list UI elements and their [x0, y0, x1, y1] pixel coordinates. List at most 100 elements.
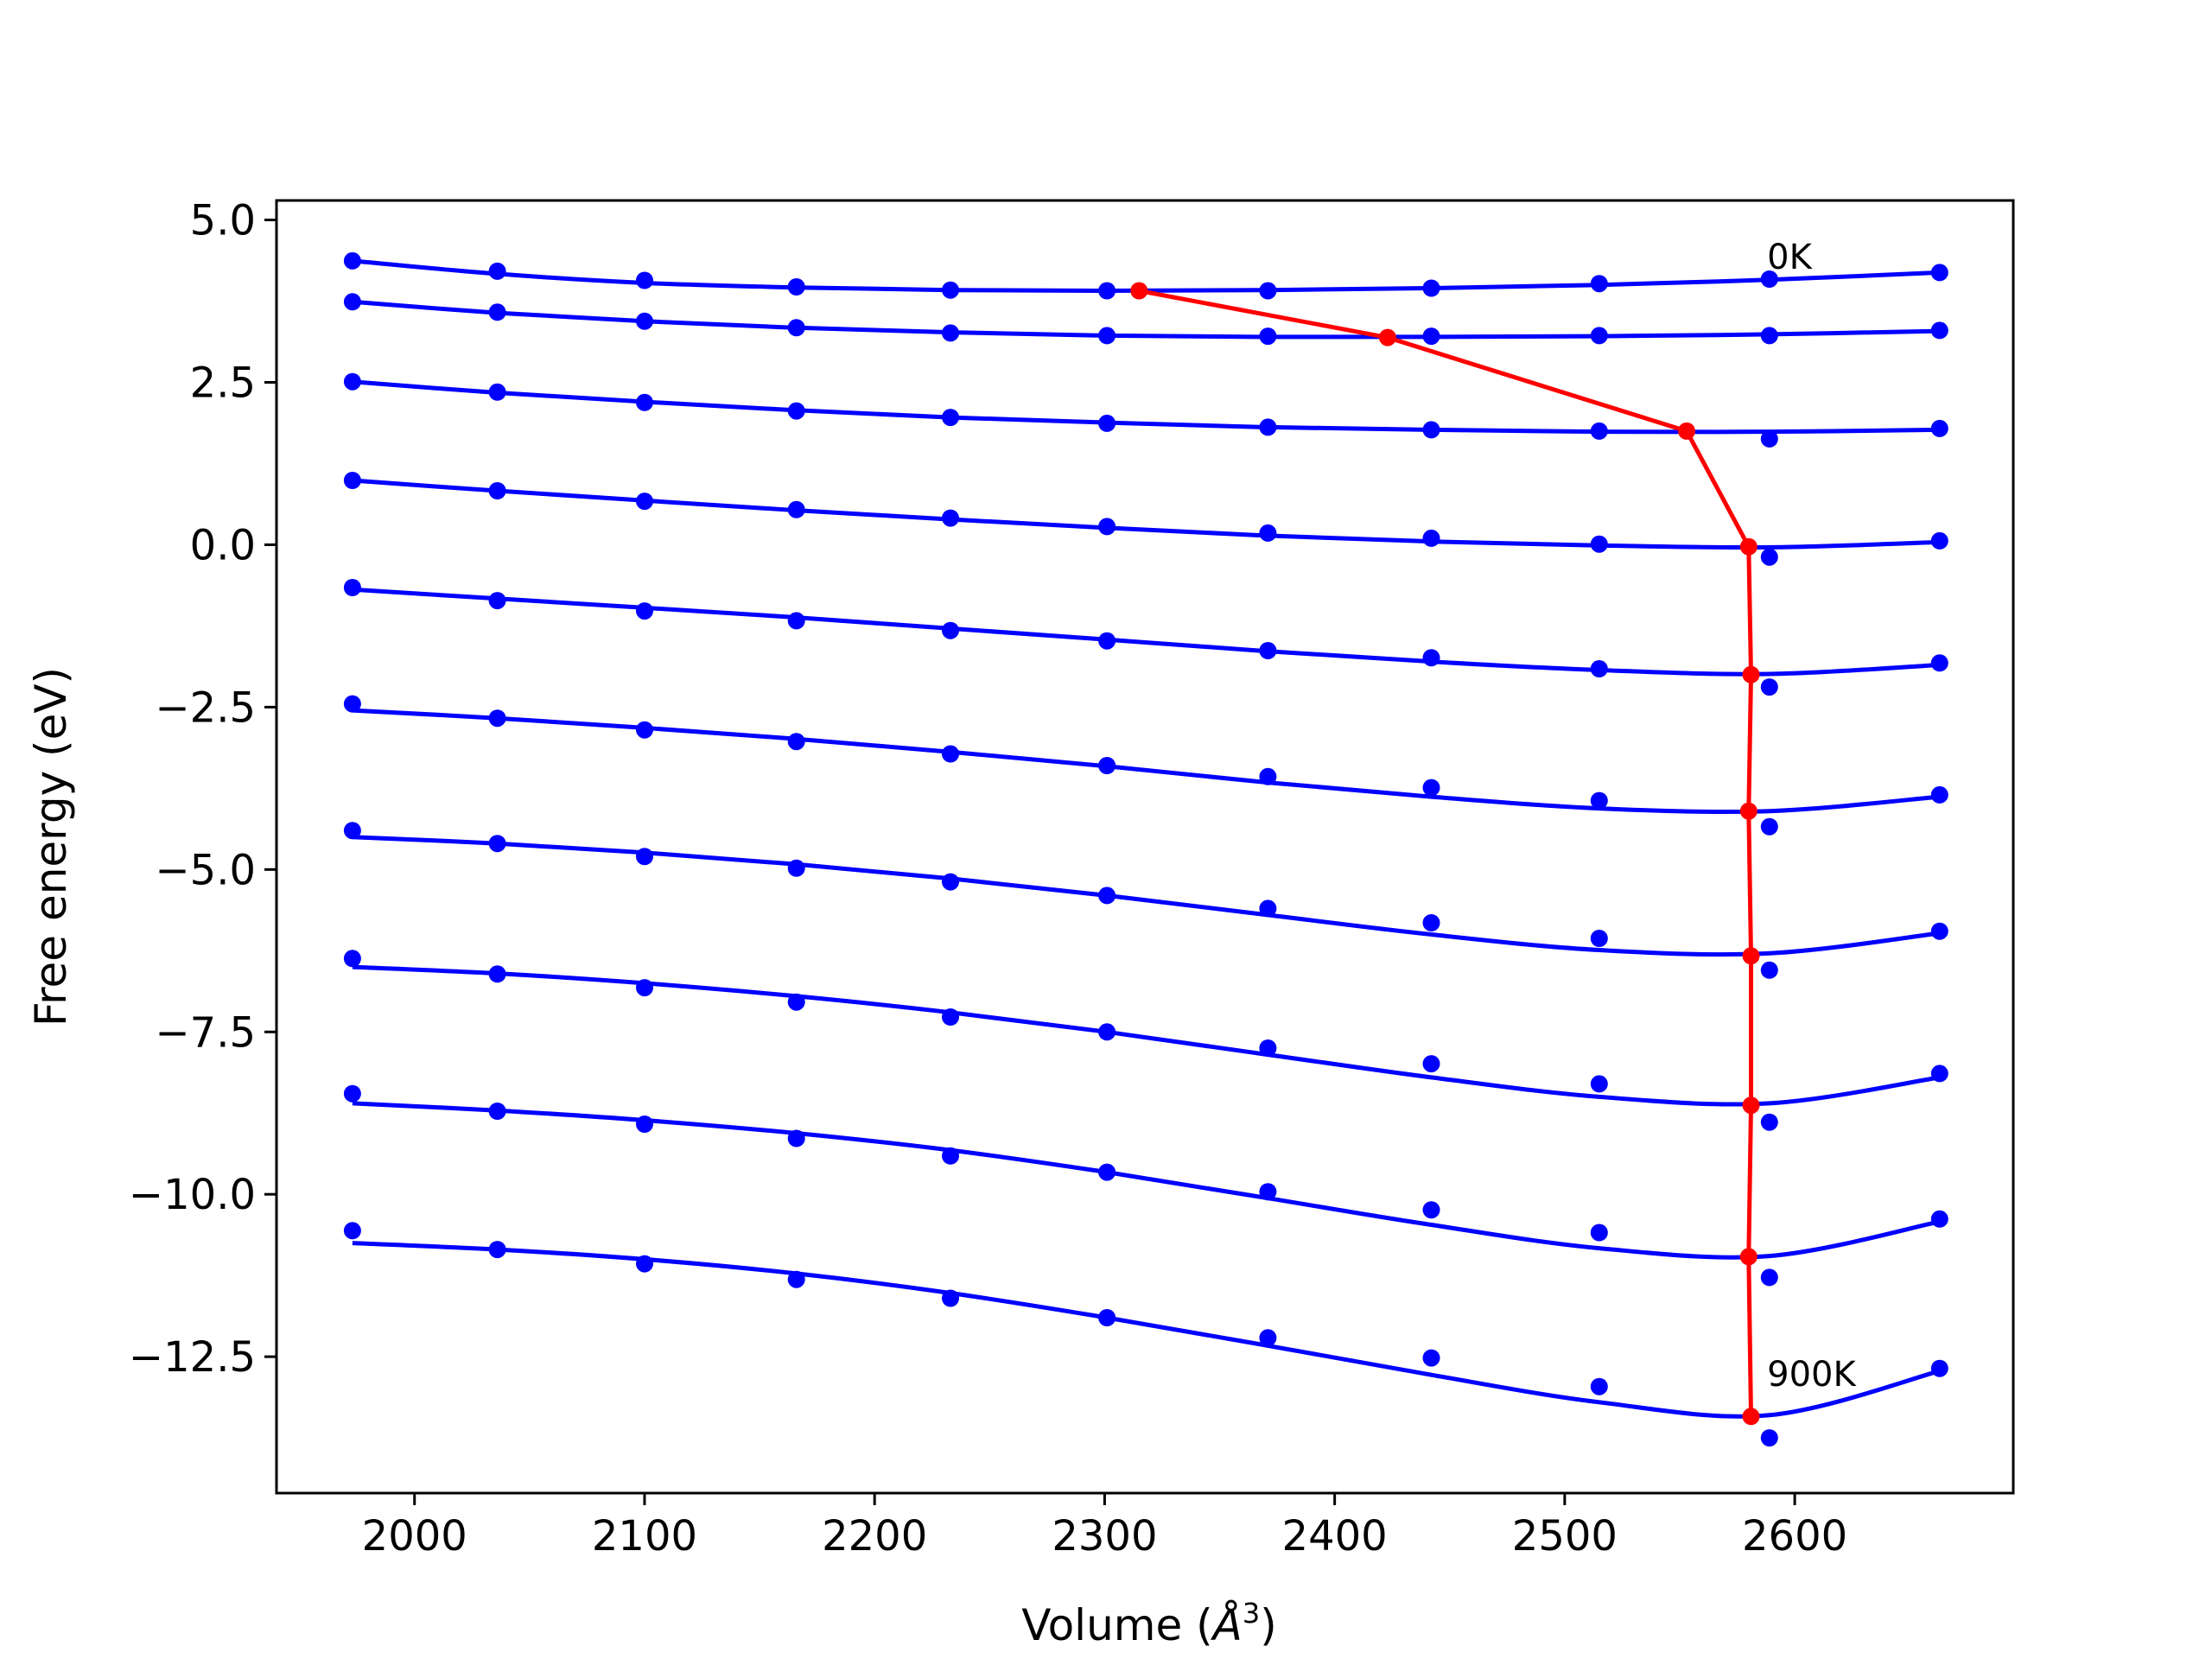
data-point: [787, 993, 805, 1011]
data-point: [1098, 282, 1116, 300]
data-point: [1760, 1429, 1778, 1447]
data-point: [1098, 757, 1116, 774]
data-point: [942, 745, 959, 763]
data-point: [1590, 930, 1608, 947]
data-point: [1259, 418, 1277, 436]
data-point: [1930, 321, 1948, 340]
data-point: [1259, 524, 1277, 542]
data-point: [787, 402, 805, 420]
x-axis-label: Volume (Å3): [1021, 1597, 1276, 1650]
minimum-point: [1378, 328, 1396, 346]
data-point: [1098, 327, 1116, 345]
data-point: [636, 493, 653, 511]
data-point: [1259, 642, 1277, 659]
x-tick-label: 2300: [1052, 1512, 1157, 1560]
data-point: [942, 1147, 959, 1165]
minimum-point: [1739, 802, 1758, 820]
data-point: [787, 319, 805, 337]
data-point: [787, 1270, 805, 1288]
data-point: [1422, 279, 1440, 297]
y-tick-label: 5.0: [190, 197, 256, 245]
data-points: [343, 251, 1948, 1447]
data-point: [1259, 282, 1277, 300]
data-point: [1760, 327, 1778, 345]
data-point: [1760, 429, 1778, 448]
x-tick-label: 2000: [362, 1512, 467, 1560]
data-point: [1422, 421, 1440, 439]
data-point: [942, 281, 959, 299]
data-point: [636, 721, 653, 739]
data-point: [1098, 1309, 1116, 1326]
minimum-point: [1678, 422, 1695, 440]
x-tick-label: 2100: [592, 1512, 697, 1560]
y-tick-label: −10.0: [129, 1171, 256, 1219]
data-point: [1930, 1210, 1948, 1228]
annotations: 0K 900K: [1767, 238, 1857, 1395]
data-point: [1590, 535, 1608, 553]
data-point: [1098, 1163, 1116, 1181]
data-point: [1590, 275, 1608, 293]
data-point: [1590, 660, 1608, 677]
data-point: [636, 1116, 653, 1133]
data-point: [343, 1084, 361, 1103]
data-point: [343, 822, 361, 840]
x-tick-label: 2200: [822, 1512, 927, 1560]
y-tick-label: 0.0: [190, 521, 256, 569]
data-point: [343, 579, 361, 596]
data-point: [343, 372, 361, 391]
data-point: [1422, 779, 1440, 797]
data-point: [1098, 414, 1116, 432]
data-point: [1760, 1113, 1778, 1131]
data-point: [1422, 1201, 1440, 1219]
data-point: [1760, 270, 1778, 288]
data-point: [488, 1103, 506, 1120]
data-point: [343, 293, 361, 311]
minimum-point: [1742, 665, 1760, 683]
data-point: [636, 979, 653, 997]
data-point: [1930, 1065, 1948, 1083]
minimum-path: [1130, 282, 1760, 1426]
minimum-point: [1739, 1248, 1758, 1266]
minimum-point: [1742, 1408, 1760, 1426]
data-point: [1760, 961, 1778, 979]
data-point: [1930, 654, 1948, 672]
data-point: [942, 409, 959, 427]
data-point: [1760, 548, 1778, 566]
data-point: [1098, 632, 1116, 650]
data-point: [636, 393, 653, 411]
data-point: [787, 278, 805, 296]
annotation-label: 0K: [1767, 238, 1813, 277]
data-point: [1760, 817, 1778, 836]
data-point: [343, 695, 361, 713]
data-point: [1590, 1224, 1608, 1242]
data-point: [488, 592, 506, 610]
data-point: [1760, 678, 1778, 696]
data-point: [1259, 1329, 1277, 1347]
y-tick-label: −5.0: [155, 846, 256, 894]
data-point: [1259, 899, 1277, 918]
minimum-point: [1739, 537, 1758, 556]
data-point: [488, 303, 506, 321]
data-point: [1422, 327, 1440, 346]
data-point: [1098, 518, 1116, 536]
data-point: [1760, 1268, 1778, 1287]
data-point: [488, 835, 506, 853]
minimum-point: [1742, 947, 1760, 965]
data-point: [1098, 887, 1116, 905]
data-point: [488, 709, 506, 728]
data-point: [343, 472, 361, 489]
data-point: [787, 733, 805, 751]
data-point: [1590, 1075, 1608, 1093]
x-tick-label: 2400: [1282, 1512, 1388, 1560]
data-point: [1422, 649, 1440, 667]
y-tick-label: −12.5: [129, 1333, 256, 1382]
data-point: [1930, 531, 1948, 550]
plot-frame: [275, 199, 2015, 1495]
y-axis-ticks: 5.0 2.5 0.0 −2.5 −5.0 −7.5 −10.0 −12.5: [129, 197, 276, 1382]
data-point: [1590, 422, 1608, 440]
data-point: [1422, 914, 1440, 931]
data-point: [942, 1289, 959, 1307]
data-point: [636, 1255, 653, 1273]
minimum-path-line: [1138, 289, 1753, 1417]
